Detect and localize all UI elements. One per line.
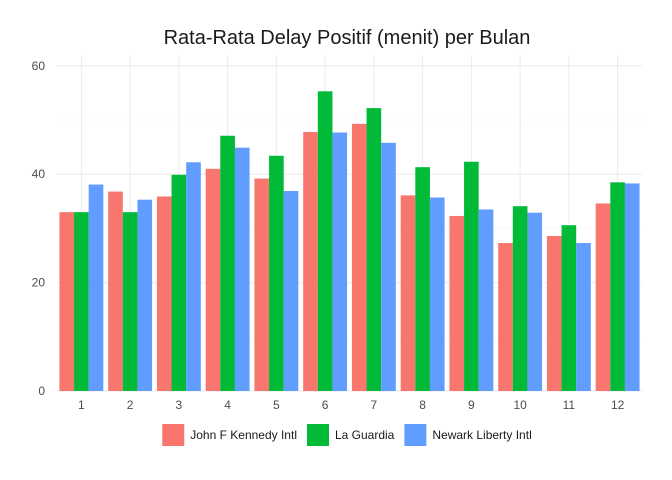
bar-la-guardia-month-12 — [610, 182, 625, 391]
x-tick-label: 10 — [513, 398, 527, 412]
bar-john-f-kennedy-intl-month-7 — [351, 123, 367, 391]
bar-newark-liberty-intl-month-4 — [234, 147, 250, 391]
bar-newark-liberty-intl-month-3 — [186, 162, 201, 391]
legend-key — [162, 424, 185, 446]
bar-newark-liberty-intl-month-5 — [283, 191, 299, 391]
bar-john-f-kennedy-intl-month-4 — [205, 168, 221, 391]
x-tick-label: 3 — [176, 398, 183, 412]
bar-newark-liberty-intl-month-11 — [576, 243, 591, 391]
y-tick-label: 60 — [32, 59, 46, 73]
x-tick-label: 5 — [273, 398, 280, 412]
bar-newark-liberty-intl-month-8 — [429, 197, 445, 391]
bar-la-guardia-month-7 — [366, 108, 382, 392]
bar-newark-liberty-intl-month-1 — [88, 184, 104, 391]
bar-la-guardia-month-8 — [415, 167, 430, 391]
x-axis-tick-labels: 1 2 3 4 5 6 7 8 9 10 11 12 — [78, 398, 625, 412]
bar-john-f-kennedy-intl-month-12 — [595, 203, 611, 391]
legend-key — [306, 424, 329, 446]
legend-item-john-f-kennedy-intl: John F Kennedy Intl — [162, 424, 297, 446]
bar-john-f-kennedy-intl-month-10 — [498, 243, 513, 391]
legend-key — [404, 424, 427, 446]
bar-la-guardia-month-11 — [561, 225, 577, 391]
legend-label: La Guardia — [335, 428, 395, 442]
bar-la-guardia-month-10 — [512, 206, 528, 391]
x-tick-label: 11 — [563, 398, 576, 412]
legend-item-newark-liberty-intl: Newark Liberty Intl — [404, 424, 532, 446]
x-tick-label: 1 — [78, 398, 85, 412]
y-axis-tick-labels: 0 20 40 60 — [32, 59, 46, 398]
x-tick-label: 8 — [419, 398, 426, 412]
bar-la-guardia-month-9 — [464, 161, 479, 391]
bar-newark-liberty-intl-month-6 — [332, 132, 348, 391]
chart-title: Rata-Rata Delay Positif (menit) per Bula… — [164, 27, 531, 49]
y-tick-label: 0 — [38, 384, 45, 398]
x-tick-label: 7 — [371, 398, 378, 412]
x-tick-label: 4 — [224, 398, 231, 412]
x-tick-label: 12 — [611, 398, 625, 412]
bar-la-guardia-month-4 — [220, 135, 235, 391]
bar-la-guardia-month-3 — [171, 174, 187, 391]
bar-newark-liberty-intl-month-10 — [527, 212, 543, 391]
bar-newark-liberty-intl-month-2 — [137, 199, 153, 391]
bar-newark-liberty-intl-month-9 — [478, 209, 494, 391]
x-tick-label: 6 — [322, 398, 329, 412]
bar-la-guardia-month-6 — [317, 91, 333, 391]
bar-newark-liberty-intl-month-12 — [624, 183, 640, 391]
y-tick-label: 40 — [32, 167, 46, 181]
x-tick-label: 2 — [127, 398, 134, 412]
bar-john-f-kennedy-intl-month-5 — [254, 178, 270, 391]
legend: John F Kennedy Intl La Guardia Newark Libe… — [162, 424, 532, 446]
bar-la-guardia-month-5 — [269, 155, 284, 391]
legend-label: John F Kennedy Intl — [190, 428, 297, 442]
bar-john-f-kennedy-intl-month-1 — [59, 212, 75, 391]
bar-la-guardia-month-1 — [74, 212, 89, 391]
bar-newark-liberty-intl-month-7 — [381, 142, 396, 391]
bar-john-f-kennedy-intl-month-8 — [400, 195, 416, 391]
legend-label: Newark Liberty Intl — [432, 428, 531, 442]
bar-john-f-kennedy-intl-month-6 — [303, 131, 318, 391]
legend-item-la-guardia: La Guardia — [306, 424, 395, 446]
x-tick-label: 9 — [468, 398, 475, 412]
bar-john-f-kennedy-intl-month-11 — [546, 236, 562, 391]
bars-group — [59, 91, 640, 392]
bar-john-f-kennedy-intl-month-2 — [108, 191, 123, 391]
bar-la-guardia-month-2 — [122, 212, 138, 391]
bar-john-f-kennedy-intl-month-9 — [449, 215, 465, 391]
y-tick-label: 20 — [32, 276, 46, 290]
bar-john-f-kennedy-intl-month-3 — [156, 196, 172, 391]
